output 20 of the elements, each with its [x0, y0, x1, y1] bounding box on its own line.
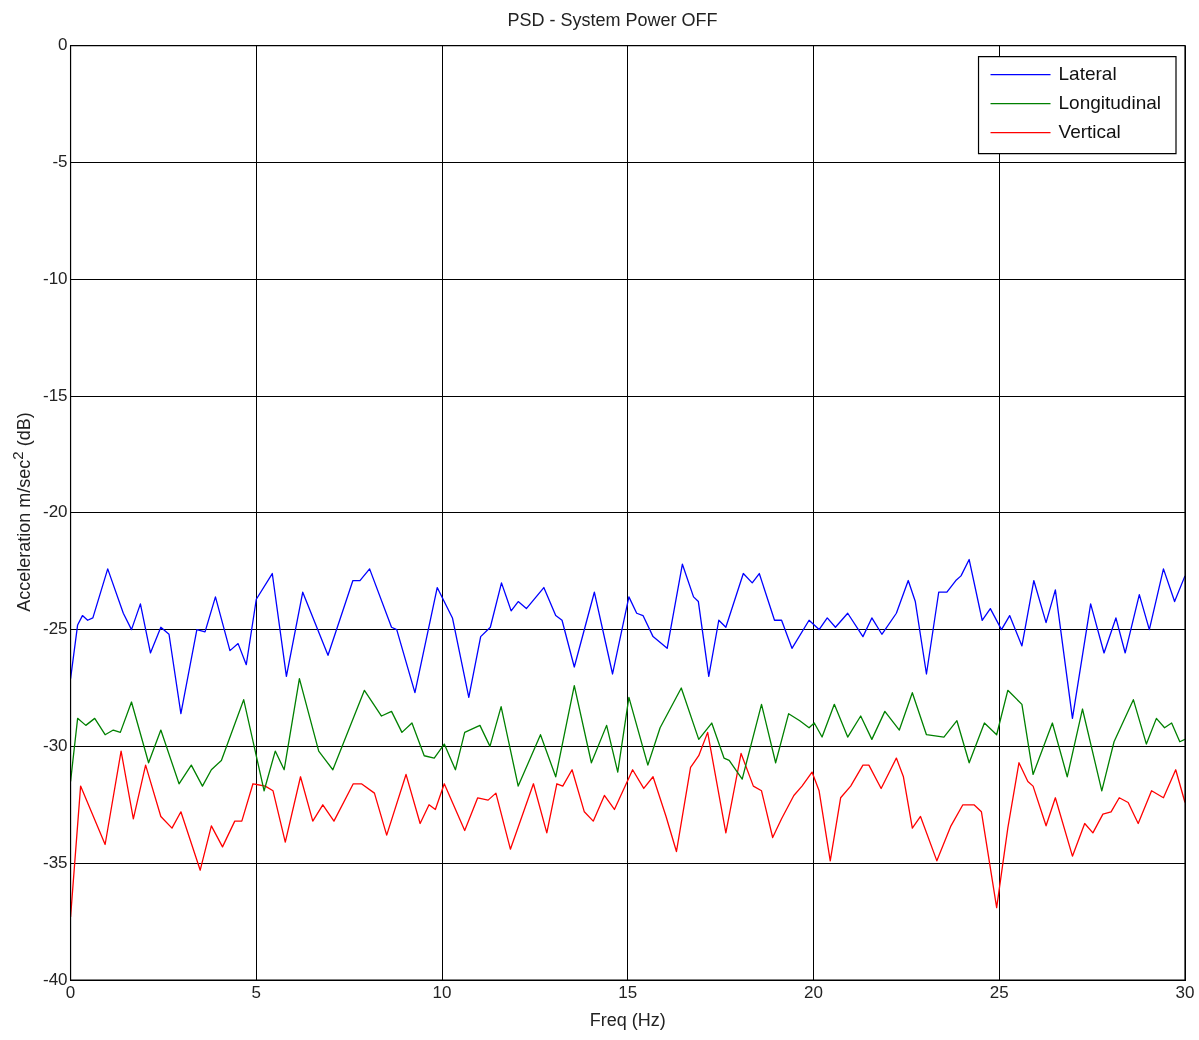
x-axis-title: Freq (Hz) [589, 1010, 666, 1031]
y-tick-label: -30 [42, 736, 68, 756]
chart-title: PSD - System Power OFF [507, 9, 718, 30]
legend-label: Lateral [1058, 62, 1117, 84]
y-tick-label: -10 [42, 268, 68, 288]
y-tick-label: -15 [42, 385, 68, 405]
x-tick-label: 5 [251, 982, 262, 1002]
x-tick-label: 10 [432, 982, 452, 1002]
legend-label: Longitudinal [1058, 91, 1162, 113]
legend-label: Vertical [1058, 120, 1121, 142]
x-tick-label: 30 [1175, 982, 1195, 1002]
y-tick-label: -40 [42, 969, 68, 989]
x-tick-label: 15 [618, 982, 638, 1002]
x-tick-label: 25 [989, 982, 1009, 1002]
y-tick-label: -20 [42, 502, 68, 522]
y-tick-label: -5 [52, 152, 68, 172]
y-tick-label: 0 [58, 35, 68, 55]
y-tick-label: -25 [42, 619, 68, 639]
y-tick-label: -35 [42, 852, 68, 872]
x-tick-label: 20 [804, 982, 823, 1002]
